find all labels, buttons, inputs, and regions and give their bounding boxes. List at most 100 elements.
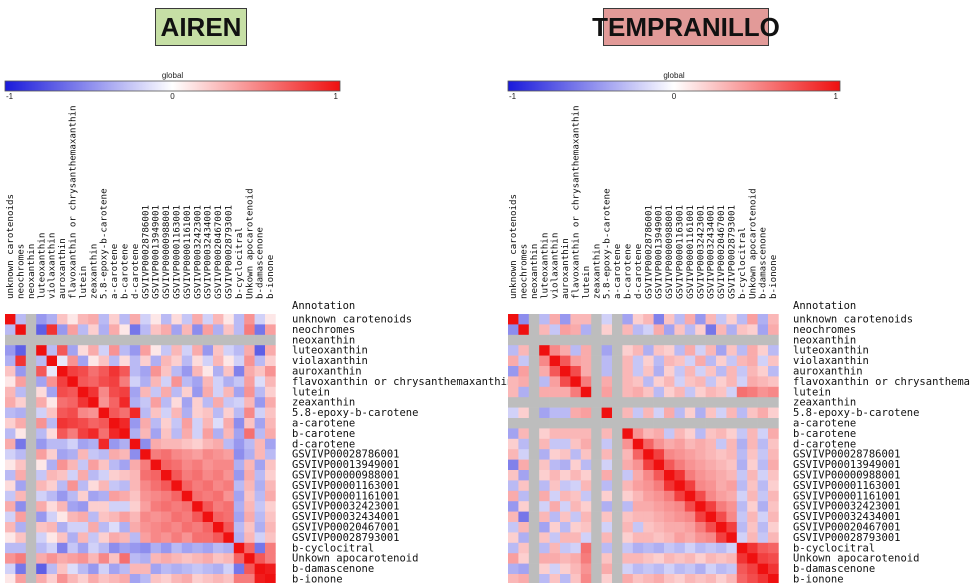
airen-heatmap-cell [88, 480, 99, 492]
airen-heatmap-cell [202, 532, 214, 544]
tempranillo-row-label: neoxanthin [793, 334, 856, 346]
airen-heatmap-cell [213, 563, 224, 575]
airen-heatmap-cell [213, 345, 224, 356]
airen-heatmap-cell [244, 480, 255, 492]
airen-heatmap-cell [171, 407, 183, 419]
airen-heatmap-cell [233, 574, 245, 583]
tempranillo-heatmap-cell [612, 522, 623, 533]
tempranillo-heatmap-cell [736, 553, 748, 564]
tempranillo-heatmap-cell [653, 428, 665, 440]
tempranillo-row-label: unknown carotenoids [793, 314, 913, 326]
tempranillo-heatmap-cell [736, 522, 748, 533]
airen-row-label: a-carotene [292, 418, 355, 430]
tempranillo-heatmap-cell [736, 459, 748, 471]
airen-heatmap-cell [140, 428, 151, 440]
airen-heatmap-cell [129, 418, 141, 429]
airen-heatmap-cell [254, 407, 266, 419]
tempranillo-heatmap-cell [674, 428, 686, 440]
tempranillo-heatmap-cell [560, 345, 571, 356]
tempranillo-heatmap-cell [612, 428, 623, 440]
tempranillo-heatmap-cell [632, 324, 644, 336]
tempranillo-heatmap-cell [695, 563, 706, 575]
tempranillo-heatmap-cell [632, 449, 644, 460]
airen-heatmap-cell [150, 522, 162, 533]
airen-heatmap-cell [192, 334, 203, 346]
airen-row-label: GSVIVP00032423001 [292, 501, 399, 513]
airen-heatmap-cell [67, 480, 79, 492]
airen-heatmap-cell [254, 345, 266, 356]
tempranillo-heatmap-cell [508, 334, 519, 346]
tempranillo-heatmap-cell [736, 428, 748, 440]
tempranillo-heatmap-cell [674, 324, 686, 336]
tempranillo-heatmap-cell [518, 574, 530, 583]
airen-heatmap-cell [213, 459, 224, 471]
tempranillo-heatmap-cell [622, 490, 634, 502]
airen-heatmap-cell [36, 407, 47, 419]
airen-heatmap-cell [67, 553, 79, 564]
tempranillo-heatmap-cell [508, 511, 519, 523]
tempranillo-heatmap-cell [518, 449, 530, 460]
airen-row-label: GSVIVP00001161001 [292, 490, 399, 502]
tempranillo-heatmap-cell [622, 376, 634, 388]
airen-heatmap-cell [265, 574, 276, 583]
tempranillo-heatmap-cell [684, 553, 696, 564]
tempranillo-heatmap-cell [549, 449, 561, 460]
airen-heatmap-cell [140, 366, 151, 377]
airen-heatmap-cell [202, 355, 214, 367]
tempranillo-heatmap-cell [757, 386, 769, 398]
airen-heatmap-cell [98, 532, 110, 544]
airen-heatmap-cell [88, 438, 99, 450]
tempranillo-column-label: b-ionone [768, 255, 779, 299]
tempranillo-heatmap-cell [591, 532, 602, 544]
airen-heatmap-cell [98, 511, 110, 523]
tempranillo-heatmap-cell [768, 563, 779, 575]
airen-column-label: b-carotene [120, 244, 131, 299]
airen-heatmap-cell [213, 470, 224, 481]
tempranillo-heatmap-cell [705, 480, 717, 492]
airen-heatmap-cell [254, 532, 266, 544]
tempranillo-heatmap-cell [560, 511, 571, 523]
tempranillo-heatmap-cell [591, 501, 602, 512]
airen-heatmap-cell [213, 386, 224, 398]
tempranillo-heatmap-cell [653, 511, 665, 523]
airen-heatmap-cell [265, 366, 276, 377]
tempranillo-heatmap-cell [653, 553, 665, 564]
airen-heatmap-cell [202, 563, 214, 575]
airen-heatmap-cell [5, 324, 16, 336]
tempranillo-heatmap-cell [664, 490, 675, 502]
airen-heatmap-cell [202, 407, 214, 419]
airen-heatmap-cell [77, 522, 89, 533]
tempranillo-heatmap-cell [549, 438, 561, 450]
airen-heatmap-cell [202, 438, 214, 450]
tempranillo-heatmap-cell [570, 428, 582, 440]
tempranillo-heatmap-cell [632, 470, 644, 481]
airen-heatmap-cell [36, 563, 47, 575]
tempranillo-heatmap-cell [508, 386, 519, 398]
airen-heatmap-cell [233, 407, 245, 419]
airen-heatmap-cell [244, 407, 255, 419]
airen-heatmap-cell [213, 449, 224, 460]
airen-heatmap-cell [119, 490, 131, 502]
airen-heatmap-cell [244, 428, 255, 440]
tempranillo-heatmap-cell [622, 355, 634, 367]
airen-heatmap-cell [161, 438, 172, 450]
tempranillo-heatmap-cell [757, 324, 769, 336]
airen-heatmap-cell [88, 459, 99, 471]
tempranillo-heatmap-cell [570, 355, 582, 367]
airen-heatmap-cell [109, 438, 120, 450]
airen-heatmap-cell [233, 470, 245, 481]
airen-heatmap-cell [223, 470, 235, 481]
airen-heatmap-cell [181, 418, 193, 429]
tempranillo-heatmap-cell [726, 563, 738, 575]
airen-heatmap-cell [150, 470, 162, 481]
tempranillo-heatmap-cell [716, 574, 727, 583]
airen-heatmap-cell [254, 324, 266, 336]
tempranillo-heatmap-cell [508, 449, 519, 460]
tempranillo-heatmap-cell [508, 428, 519, 440]
airen-heatmap-cell [15, 366, 27, 377]
tempranillo-heatmap-cell [632, 355, 644, 367]
tempranillo-heatmap-cell [508, 418, 519, 429]
airen-heatmap-cell [46, 532, 58, 544]
tempranillo-heatmap-cell [591, 542, 602, 554]
tempranillo-heatmap-cell [580, 574, 592, 583]
